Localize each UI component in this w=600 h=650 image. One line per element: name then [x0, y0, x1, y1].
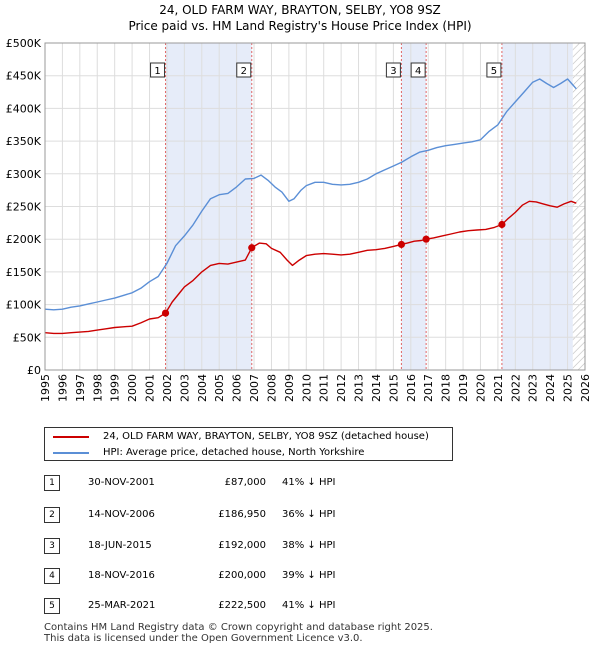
- x-tick-label: 2002: [161, 374, 174, 402]
- transaction-label-box: [486, 62, 502, 78]
- x-tick-label: 1997: [74, 374, 87, 402]
- x-tick-label: 2015: [387, 374, 400, 402]
- transaction-row: 3 18-JUN-2015 £192,000 38% ↓ HPI: [44, 538, 444, 554]
- chart-subtitle: Price paid vs. HM Land Registry's House …: [128, 19, 471, 33]
- x-tick-label: 2014: [370, 374, 383, 402]
- transaction-date: 30-NOV-2001: [88, 477, 155, 488]
- transaction-number: 5: [44, 598, 60, 614]
- transaction-price: £87,000: [224, 477, 266, 488]
- x-tick-label: 2009: [283, 374, 296, 402]
- y-tick-label: £200K: [6, 233, 42, 246]
- x-tick-label: 2013: [353, 374, 366, 402]
- x-tick-label: 2007: [248, 374, 261, 402]
- transaction-price: £192,000: [218, 540, 266, 551]
- price-chart: 24, OLD FARM WAY, BRAYTON, SELBY, YO8 9S…: [6, 3, 592, 402]
- transaction-label-box: [236, 62, 252, 78]
- x-tick-label: 2022: [509, 374, 522, 402]
- legend: 24, OLD FARM WAY, BRAYTON, SELBY, YO8 9S…: [44, 427, 453, 461]
- y-tick-label: £250K: [6, 201, 42, 214]
- x-tick-label: 2003: [178, 374, 191, 402]
- legend-property-label: 24, OLD FARM WAY, BRAYTON, SELBY, YO8 9S…: [103, 431, 429, 442]
- transaction-row: 1 30-NOV-2001 £87,000 41% ↓ HPI: [44, 475, 444, 491]
- transaction-label: 5: [491, 66, 497, 77]
- legend-hpi-line: [53, 452, 89, 454]
- transaction-date: 18-JUN-2015: [88, 540, 152, 551]
- y-tick-label: £400K: [6, 102, 42, 115]
- transaction-label-box: [150, 62, 166, 78]
- x-tick-label: 2006: [231, 374, 244, 402]
- transaction-number: 1: [44, 475, 60, 491]
- legend-hpi-label: HPI: Average price, detached house, Nort…: [103, 447, 365, 458]
- transaction-label-box: [410, 62, 426, 78]
- transaction-label: 1: [154, 66, 160, 77]
- footer: Contains HM Land Registry data © Crown c…: [44, 622, 433, 644]
- transaction-point: [161, 309, 170, 317]
- x-tick-label: 2012: [335, 374, 348, 402]
- transaction-price: £186,950: [218, 509, 266, 520]
- x-tick-label: 2016: [405, 374, 418, 402]
- transaction-hpi-diff: 38% ↓ HPI: [282, 540, 336, 551]
- x-tick-label: 1998: [91, 374, 104, 402]
- transaction-price: £200,000: [218, 570, 266, 581]
- transaction-date: 14-NOV-2006: [88, 509, 155, 520]
- transaction-number: 4: [44, 568, 60, 584]
- transaction-point: [248, 244, 256, 252]
- x-tick-label: 2011: [318, 374, 331, 402]
- x-tick-label: 2017: [422, 374, 435, 402]
- transaction-date: 25-MAR-2021: [88, 600, 156, 611]
- x-tick-label: 2021: [492, 374, 505, 402]
- series-line: [44, 78, 577, 311]
- transaction-point: [422, 235, 430, 243]
- transaction-row: 4 18-NOV-2016 £200,000 39% ↓ HPI: [44, 568, 444, 584]
- footer-licence: This data is licensed under the Open Gov…: [44, 633, 363, 644]
- transaction-point: [498, 220, 506, 229]
- x-tick-label: 2000: [126, 374, 139, 402]
- x-tick-label: 1999: [109, 374, 122, 402]
- transaction-hpi-diff: 39% ↓ HPI: [282, 570, 336, 581]
- plot-frame: [44, 42, 586, 371]
- x-tick-label: 2018: [440, 374, 453, 402]
- transaction-number: 3: [44, 538, 60, 554]
- x-tick-label: 2023: [527, 374, 540, 402]
- y-tick-label: £0: [27, 364, 41, 377]
- chart-title: 24, OLD FARM WAY, BRAYTON, SELBY, YO8 9S…: [159, 3, 441, 17]
- transaction-label-box: [385, 62, 401, 78]
- transaction-price: £222,500: [218, 600, 266, 611]
- transaction-hpi-diff: 41% ↓ HPI: [282, 600, 336, 611]
- y-tick-label: £100K: [6, 299, 42, 312]
- transaction-hpi-diff: 41% ↓ HPI: [282, 477, 336, 488]
- transaction-label: 4: [415, 66, 421, 77]
- x-tick-label: 1996: [56, 374, 69, 402]
- x-tick-label: 2005: [213, 374, 226, 402]
- y-tick-label: £50K: [13, 331, 42, 344]
- x-tick-label: 1995: [39, 374, 52, 402]
- x-tick-label: 2019: [457, 374, 470, 402]
- x-tick-label: 2008: [265, 374, 278, 402]
- x-tick-label: 2025: [562, 374, 575, 402]
- x-tick-label: 2004: [196, 374, 209, 402]
- transaction-row: 2 14-NOV-2006 £186,950 36% ↓ HPI: [44, 507, 444, 523]
- x-tick-label: 2001: [144, 374, 157, 402]
- transaction-number: 2: [44, 507, 60, 523]
- y-tick-label: £350K: [6, 135, 42, 148]
- transaction-hpi-diff: 36% ↓ HPI: [282, 509, 336, 520]
- y-tick-label: £450K: [6, 70, 42, 83]
- y-tick-label: £300K: [6, 168, 42, 181]
- y-tick-label: £500K: [6, 37, 42, 50]
- x-tick-label: 2026: [579, 374, 592, 402]
- x-tick-label: 2024: [544, 374, 557, 402]
- transaction-label: 3: [390, 66, 396, 77]
- y-tick-label: £150K: [6, 266, 42, 279]
- transaction-date: 18-NOV-2016: [88, 570, 155, 581]
- footer-copyright: Contains HM Land Registry data © Crown c…: [44, 622, 433, 633]
- x-tick-label: 2020: [474, 374, 487, 402]
- legend-property-line: [53, 436, 89, 438]
- transaction-label: 2: [241, 66, 247, 77]
- x-tick-label: 2010: [300, 374, 313, 402]
- transaction-point: [397, 240, 405, 249]
- transaction-row: 5 25-MAR-2021 £222,500 41% ↓ HPI: [44, 598, 444, 614]
